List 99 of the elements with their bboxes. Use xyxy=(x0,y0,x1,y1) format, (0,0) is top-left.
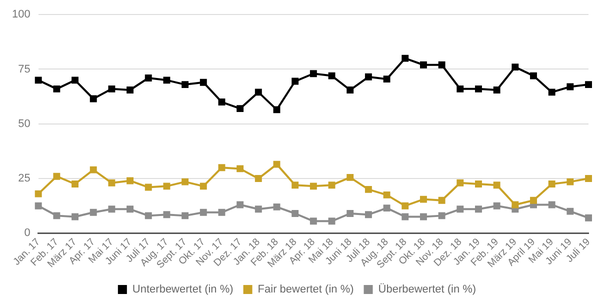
point xyxy=(90,166,97,174)
point xyxy=(292,210,299,217)
point xyxy=(90,95,97,102)
point xyxy=(364,186,372,193)
point xyxy=(34,190,42,198)
point xyxy=(310,218,317,225)
point xyxy=(346,174,354,181)
point xyxy=(346,86,354,94)
y-tick-label: 75 xyxy=(18,63,30,76)
point xyxy=(273,203,280,210)
point xyxy=(530,196,537,204)
point xyxy=(364,211,372,218)
point xyxy=(456,179,464,186)
point xyxy=(236,105,244,112)
point xyxy=(585,214,592,222)
point xyxy=(72,213,79,220)
point xyxy=(254,88,262,96)
y-tick-label: 100 xyxy=(12,8,30,21)
point xyxy=(144,212,152,220)
point xyxy=(144,184,152,191)
legend-label: Überbewertet (in %) xyxy=(378,282,476,296)
point xyxy=(475,180,482,188)
point xyxy=(420,213,427,220)
point xyxy=(53,212,60,220)
point xyxy=(182,81,189,88)
point xyxy=(200,208,207,216)
point xyxy=(273,160,280,168)
point xyxy=(292,78,299,85)
point xyxy=(530,72,537,80)
legend-label: Fair bewertet (in %) xyxy=(258,284,354,296)
point xyxy=(200,78,207,86)
point xyxy=(512,201,519,208)
point xyxy=(438,196,446,204)
y-tick-label: 0 xyxy=(24,227,30,240)
point xyxy=(236,165,244,172)
point xyxy=(90,208,97,216)
point xyxy=(438,212,446,220)
point xyxy=(273,106,280,114)
point xyxy=(456,85,464,92)
y-tick-label: 50 xyxy=(18,118,30,130)
point xyxy=(383,204,390,212)
point xyxy=(126,177,134,184)
point xyxy=(163,182,170,190)
point xyxy=(566,178,574,186)
point xyxy=(72,76,79,84)
point xyxy=(548,201,556,208)
point xyxy=(218,98,226,106)
point xyxy=(163,76,170,84)
point xyxy=(182,178,189,186)
point xyxy=(310,70,317,78)
point xyxy=(126,86,134,94)
point xyxy=(254,206,262,213)
point xyxy=(475,206,482,213)
point xyxy=(383,76,390,83)
y-tick-label: 25 xyxy=(18,172,30,185)
point xyxy=(163,211,170,218)
point xyxy=(548,88,556,96)
point xyxy=(34,202,42,210)
point xyxy=(364,73,372,80)
point xyxy=(402,202,409,210)
point xyxy=(310,182,317,190)
point xyxy=(402,213,409,220)
legend-label: Unterbewertet (in %) xyxy=(132,284,234,296)
point xyxy=(420,61,427,68)
point xyxy=(346,210,354,217)
point xyxy=(566,208,574,215)
point xyxy=(328,72,336,80)
point xyxy=(512,64,519,71)
point xyxy=(493,86,500,94)
point xyxy=(402,54,409,62)
point xyxy=(53,172,60,180)
point xyxy=(292,182,299,189)
point xyxy=(72,180,79,188)
point xyxy=(383,191,390,198)
point xyxy=(254,175,262,182)
point xyxy=(475,85,482,92)
point xyxy=(456,206,464,213)
point xyxy=(585,175,592,182)
point xyxy=(585,81,592,88)
point xyxy=(566,83,574,90)
point xyxy=(328,182,336,189)
point xyxy=(53,85,60,92)
point xyxy=(493,202,500,210)
point xyxy=(438,61,446,68)
point xyxy=(200,182,207,190)
point xyxy=(34,76,42,84)
point xyxy=(328,218,336,225)
point xyxy=(126,206,134,213)
point xyxy=(493,182,500,189)
point xyxy=(144,74,152,82)
point xyxy=(236,201,244,208)
point xyxy=(182,212,189,220)
point xyxy=(218,164,226,172)
point xyxy=(218,208,226,216)
point xyxy=(108,85,116,92)
point xyxy=(108,206,116,213)
point xyxy=(420,196,427,203)
point xyxy=(548,180,556,188)
point xyxy=(108,179,116,186)
